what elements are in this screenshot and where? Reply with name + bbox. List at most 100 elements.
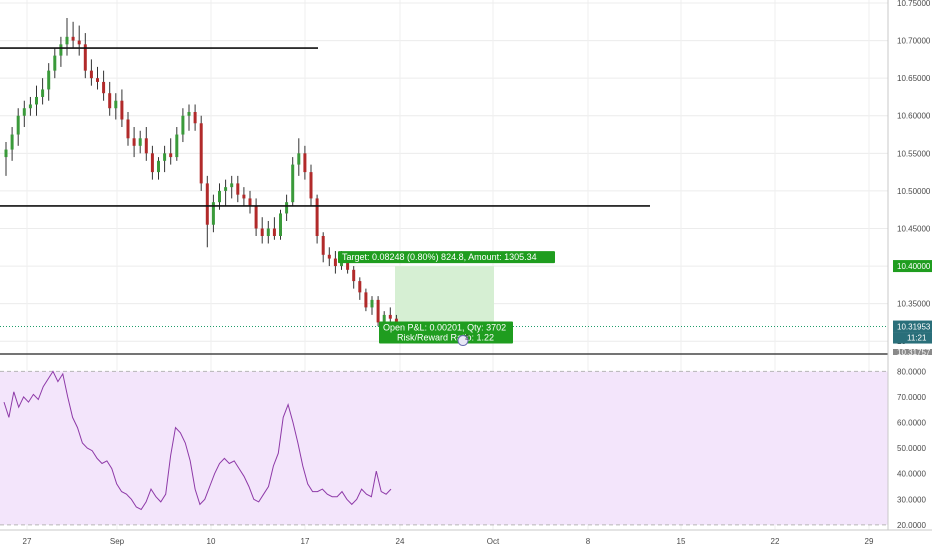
time-tick-label: 10 [207, 537, 216, 546]
current-price-tag: 10.31953 11:21 [893, 320, 932, 344]
candle-down [254, 205, 258, 229]
candle-down [120, 100, 124, 120]
target-label-background [338, 251, 555, 264]
time-tick-label: 27 [23, 537, 32, 546]
candle-up [35, 96, 38, 105]
candle-down [260, 228, 264, 236]
candle-down [77, 40, 81, 45]
rsi-band-background [0, 371, 888, 525]
candle-down [199, 123, 203, 184]
rsi-tick-label: 30.0000 [897, 495, 926, 504]
candle-up [218, 190, 221, 203]
candle-up [266, 228, 270, 236]
price-tick-label: 10.45000 [897, 224, 931, 233]
candle-down [169, 153, 173, 158]
time-axis-labels: 27 Sep 10 17 24 Oct 8 15 22 29 [23, 537, 874, 546]
candle-down [272, 228, 276, 236]
candle-up [4, 149, 8, 158]
rsi-axis-labels: 80.0000 70.0000 60.0000 50.0000 40.0000 30.00… [897, 367, 926, 530]
candle-down [193, 111, 197, 124]
candle-up [59, 44, 63, 56]
price-tick-label: 10.65000 [897, 74, 931, 83]
candle-down [96, 78, 99, 82]
price-tick-label: 10.55000 [897, 149, 931, 158]
candle-up [181, 115, 185, 135]
candle-down [242, 194, 246, 199]
current-price-tag-text: 10.31953 [897, 323, 931, 332]
target-label-text: Target: 0.08248 (0.80%) 824.8, Amount: 1… [342, 252, 537, 262]
time-tick-label: 8 [586, 537, 591, 546]
candle-down [321, 236, 325, 255]
rsi-tick-label: 70.0000 [897, 393, 926, 402]
countdown-tag-text: 11:21 [907, 334, 927, 343]
candle-up [175, 134, 179, 158]
target-zone[interactable] [395, 266, 494, 327]
candle-up [224, 187, 228, 191]
candle-down [150, 153, 154, 173]
partial-price-tag-text: 10.31757 [897, 348, 931, 357]
rsi-line [3, 370, 392, 511]
candle-up [138, 138, 142, 146]
candle-up [291, 164, 295, 203]
time-tick-label: 15 [677, 537, 686, 546]
candle-up [285, 202, 289, 214]
rsi-tick-label: 50.0000 [897, 444, 926, 453]
candle-up [382, 314, 386, 323]
candle-up [230, 183, 234, 188]
candle-up [53, 55, 57, 71]
candle-up [279, 213, 282, 236]
rsi-tick-label: 40.0000 [897, 470, 926, 479]
candle-down [236, 183, 240, 195]
candle-up [211, 202, 215, 225]
partial-price-tag: 10.31757 [893, 348, 932, 357]
candle-down [71, 36, 75, 41]
candle-up [157, 160, 160, 173]
time-tick-label: Sep [110, 537, 125, 546]
target-price-tag: 10.40000 [893, 260, 932, 273]
candle-down [108, 93, 112, 109]
candle-up [114, 100, 118, 109]
target-price-tag-background [893, 260, 932, 273]
candle-down [315, 198, 319, 236]
rsi-tick-label: 60.0000 [897, 419, 926, 428]
time-tick-label: 17 [301, 537, 310, 546]
price-tick-label: 10.60000 [897, 112, 931, 121]
trade-marker[interactable]: 2 [457, 335, 469, 347]
risk-reward-label-text: Risk/Reward Ratio: 1.22 [397, 333, 494, 343]
candle-down [388, 314, 392, 319]
trade-marker-count: 2 [465, 335, 469, 342]
candle-down [309, 172, 313, 199]
candle-down [144, 138, 148, 154]
target-label[interactable]: Target: 0.08248 (0.80%) 824.8, Amount: 1… [338, 251, 555, 264]
candle-down [376, 299, 380, 323]
candle-up [370, 299, 374, 308]
price-tick-label: 10.70000 [897, 37, 931, 46]
countdown-tag-background [893, 332, 932, 344]
horizontal-lines[interactable] [0, 47, 650, 207]
candle-down [358, 281, 362, 293]
candle-down [102, 81, 106, 94]
price-tick-label: 10.75000 [897, 0, 931, 8]
pnl-label[interactable]: Open P&L: 0.00201, Qty: 3702 Risk/Reward… [379, 321, 513, 344]
target-price-tag-text: 10.40000 [897, 262, 931, 271]
candle-down [83, 44, 87, 71]
candle-down [126, 119, 130, 139]
candle-up [22, 108, 26, 116]
candle-up [10, 134, 14, 150]
candle-down [364, 292, 368, 308]
pnl-label-background [379, 321, 513, 344]
candle-up [297, 153, 301, 165]
trade-marker-icon[interactable] [457, 335, 469, 347]
candle-down [132, 138, 136, 146]
candle-down [352, 269, 356, 282]
candle-down [303, 153, 307, 173]
candle-down [327, 254, 331, 259]
candle-down [248, 198, 252, 206]
candle-up [47, 70, 51, 90]
partial-price-tag-background [893, 349, 932, 355]
time-tick-label: Oct [487, 537, 500, 546]
candle-up [65, 36, 69, 45]
time-tick-label: 22 [771, 537, 780, 546]
current-price-tag-background [893, 320, 932, 333]
